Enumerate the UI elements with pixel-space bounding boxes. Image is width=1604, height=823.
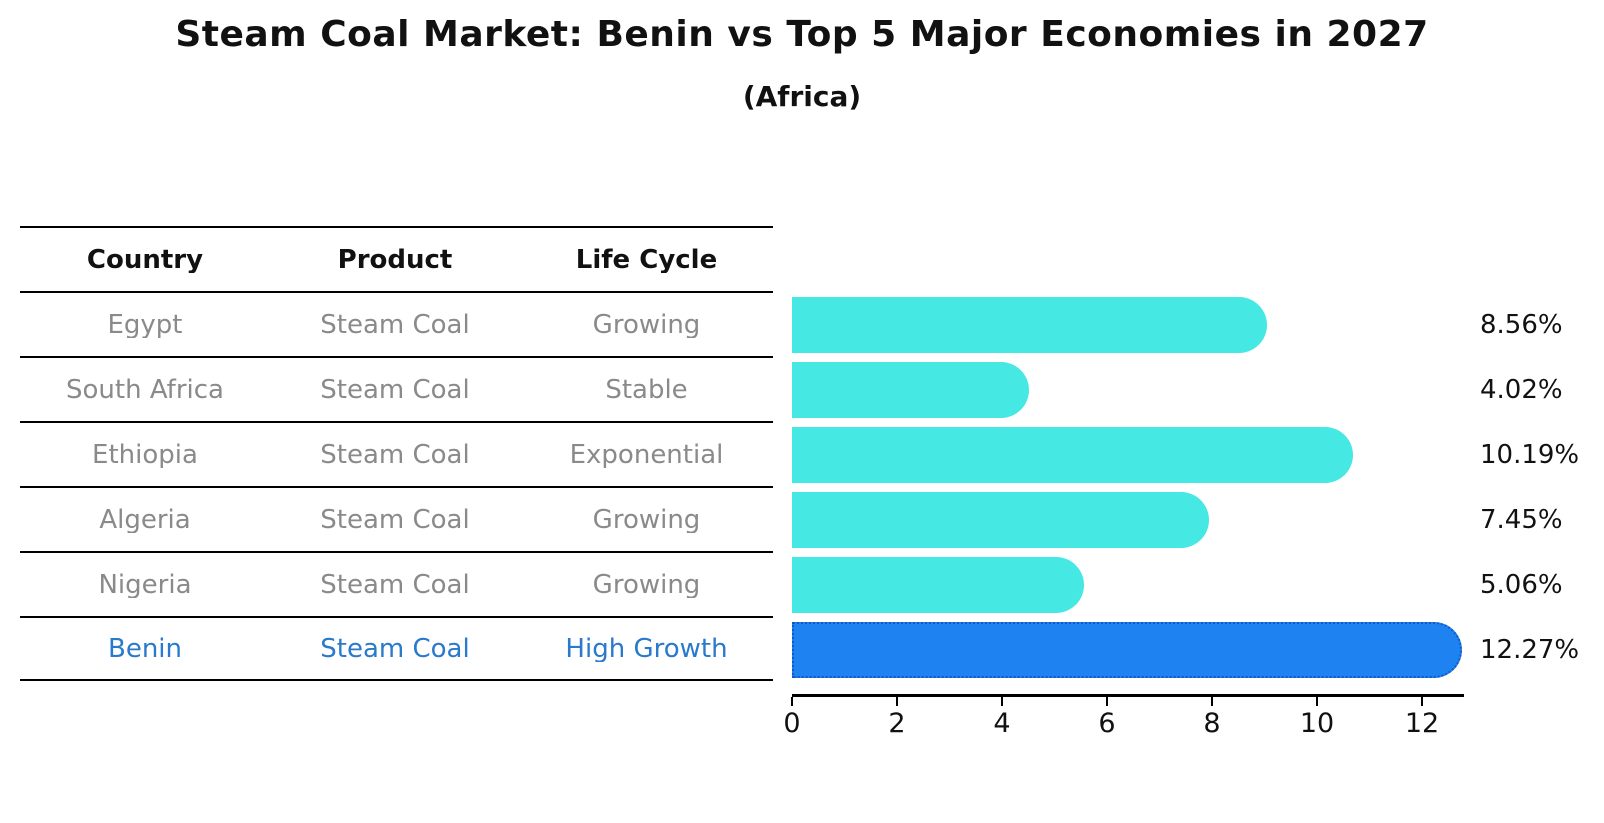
table-row: Benin Steam Coal High Growth — [20, 616, 773, 681]
value-label: 7.45% — [1480, 505, 1563, 535]
value-label: 12.27% — [1480, 635, 1580, 665]
bar-nigeria — [792, 557, 1084, 613]
bar-benin — [792, 622, 1462, 678]
x-axis-line — [792, 694, 1464, 697]
column-header-country: Country — [86, 246, 204, 273]
table-row: Egypt Steam Coal Growing — [20, 291, 773, 356]
cell-country: South Africa — [66, 376, 224, 403]
cell-lifecycle: Growing — [592, 571, 701, 598]
value-label: 5.06% — [1480, 570, 1563, 600]
x-axis-tick — [1211, 697, 1213, 706]
cell-lifecycle: Stable — [605, 376, 688, 403]
cell-country: Nigeria — [98, 571, 192, 598]
bar-south-africa — [792, 362, 1029, 418]
x-axis-tick — [1106, 697, 1108, 706]
cell-country: Egypt — [107, 311, 183, 338]
x-axis-tick-label: 10 — [1299, 708, 1335, 739]
column-header-product: Product — [337, 246, 453, 273]
value-label: 4.02% — [1480, 375, 1563, 405]
country-table: Country Product Life Cycle Egypt Steam Co… — [20, 226, 773, 681]
value-label: 8.56% — [1480, 310, 1563, 340]
bar-egypt — [792, 297, 1267, 353]
bar-algeria — [792, 492, 1209, 548]
chart-title: Steam Coal Market: Benin vs Top 5 Major … — [175, 14, 1429, 55]
cell-lifecycle: Exponential — [569, 441, 724, 468]
cell-product: Steam Coal — [320, 571, 470, 598]
x-axis-tick-label: 2 — [888, 708, 906, 739]
table-row: Ethiopia Steam Coal Exponential — [20, 421, 773, 486]
cell-country: Algeria — [99, 506, 191, 533]
x-axis-tick-label: 8 — [1203, 708, 1221, 739]
bar-ethiopia — [792, 427, 1353, 483]
cell-lifecycle: High Growth — [565, 635, 728, 662]
x-axis-tick — [1001, 697, 1003, 706]
cell-product: Steam Coal — [320, 506, 470, 533]
x-axis-tick — [1421, 697, 1423, 706]
value-label: 10.19% — [1480, 440, 1580, 470]
column-header-lifecycle: Life Cycle — [575, 246, 718, 273]
cell-country: Ethiopia — [92, 441, 198, 468]
x-axis-tick — [1316, 697, 1318, 706]
cell-lifecycle: Growing — [592, 311, 701, 338]
table-row: South Africa Steam Coal Stable — [20, 356, 773, 421]
cell-product: Steam Coal — [320, 635, 470, 662]
x-axis-tick-label: 0 — [783, 708, 801, 739]
x-axis-tick — [791, 697, 793, 706]
chart-subtitle: (Africa) — [742, 80, 862, 113]
table-row: Algeria Steam Coal Growing — [20, 486, 773, 551]
cell-product: Steam Coal — [320, 311, 470, 338]
x-axis-tick-label: 12 — [1404, 708, 1440, 739]
table-row: Nigeria Steam Coal Growing — [20, 551, 773, 616]
cell-country: Benin — [107, 635, 182, 662]
x-axis-tick-label: 6 — [1098, 708, 1116, 739]
x-axis-tick — [896, 697, 898, 706]
cell-product: Steam Coal — [320, 441, 470, 468]
x-axis-tick-label: 4 — [993, 708, 1011, 739]
cell-lifecycle: Growing — [592, 506, 701, 533]
cell-product: Steam Coal — [320, 376, 470, 403]
table-header-row: Country Product Life Cycle — [20, 226, 773, 291]
